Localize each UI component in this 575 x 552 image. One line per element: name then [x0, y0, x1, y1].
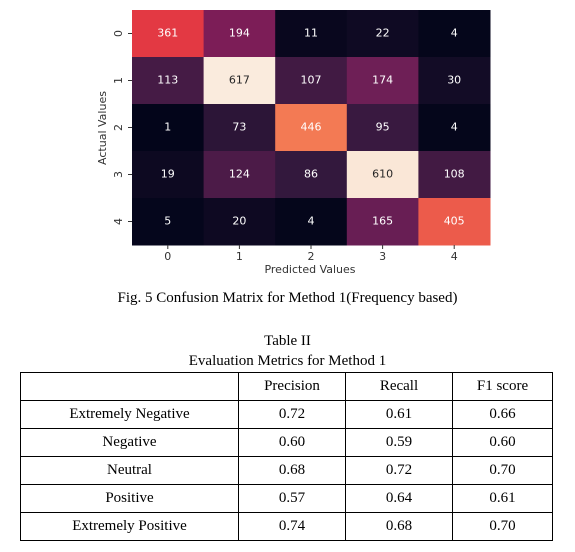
- table-title: Table II: [264, 333, 311, 349]
- cell-label: 30: [447, 74, 461, 87]
- cell-label: 610: [372, 168, 393, 181]
- row-label: Neutral: [20, 456, 239, 485]
- heatmap-cell: [132, 151, 205, 199]
- header-cell: Recall: [345, 372, 453, 401]
- table-subtitle: Evaluation Metrics for Method 1: [188, 353, 387, 369]
- heatmap-cell: [203, 104, 276, 152]
- metric-cell: 0.61: [452, 484, 553, 513]
- x-tick-label: 3: [379, 250, 386, 263]
- cell-label: 174: [372, 74, 393, 87]
- row-label: Extremely Negative: [20, 400, 239, 429]
- y-tick-label: 1: [112, 77, 125, 84]
- cell-label: 108: [444, 168, 465, 181]
- heatmap-cell: [346, 151, 419, 199]
- row-label: Positive: [20, 484, 239, 513]
- cell-label: 4: [451, 27, 458, 40]
- cell-label: 1: [164, 121, 171, 134]
- row-label: Negative: [20, 428, 239, 457]
- heatmap-cell: [346, 57, 419, 105]
- heatmap-cell: [418, 151, 491, 199]
- heatmap-cell: [275, 198, 348, 246]
- header-row: Precision Recall F1 score: [20, 372, 553, 401]
- heatmap-cell: [418, 10, 491, 58]
- cell-label: 95: [376, 121, 390, 134]
- heatmap-cell: [203, 10, 276, 58]
- metric-cell: 0.70: [452, 456, 553, 485]
- cell-label: 124: [229, 168, 250, 181]
- x-axis-label: Predicted Values: [264, 263, 355, 276]
- y-tick-label: 4: [112, 218, 125, 225]
- row-label: Extremely Positive: [20, 512, 239, 541]
- heatmap-cell: [275, 10, 348, 58]
- cell-label: 617: [229, 74, 250, 87]
- metric-cell: 0.60: [238, 428, 346, 457]
- heatmap-cell: [275, 104, 348, 152]
- heatmap-cell: [203, 57, 276, 105]
- heatmap-cell: [346, 10, 419, 58]
- heatmap-cell: [132, 198, 205, 246]
- metric-cell: 0.57: [238, 484, 346, 513]
- table-row: Negative 0.60 0.59 0.60: [20, 428, 553, 457]
- metric-cell: 0.68: [238, 456, 346, 485]
- corner-cell: [20, 372, 239, 401]
- heatmap-cell: [346, 104, 419, 152]
- cell-label: 4: [308, 215, 315, 228]
- cell-label: 361: [157, 27, 178, 40]
- y-tick-label: 2: [112, 124, 125, 131]
- metric-cell: 0.68: [345, 512, 453, 541]
- heatmap: Predicted Values Actual Values 361 194 11 2…: [96, 10, 491, 276]
- y-tick-label: 0: [112, 30, 125, 37]
- heatmap-cell: [275, 57, 348, 105]
- heatmap-cell: [132, 104, 205, 152]
- table-row: Extremely Positive 0.74 0.68 0.70: [20, 512, 553, 541]
- heatmap-cell: [418, 198, 491, 246]
- table-row: Neutral 0.68 0.72 0.70: [20, 456, 553, 485]
- cell-label: 11: [304, 27, 318, 40]
- cell-label: 107: [301, 74, 322, 87]
- x-tick-label: 0: [164, 250, 171, 263]
- metric-cell: 0.70: [452, 512, 553, 541]
- table-row: Positive 0.57 0.64 0.61: [20, 484, 553, 513]
- cell-label: 446: [301, 121, 322, 134]
- metric-cell: 0.72: [238, 400, 346, 429]
- metric-cell: 0.66: [452, 400, 553, 429]
- x-tick-label: 1: [236, 250, 243, 263]
- heatmap-cell: [132, 10, 205, 58]
- cell-label: 20: [232, 215, 246, 228]
- header-cell: F1 score: [452, 372, 553, 401]
- cell-label: 5: [164, 215, 171, 228]
- cell-label: 405: [444, 215, 465, 228]
- metric-cell: 0.64: [345, 484, 453, 513]
- cell-label: 19: [161, 168, 175, 181]
- cell-label: 194: [229, 27, 250, 40]
- heatmap-cell: [203, 151, 276, 199]
- metric-cell: 0.72: [345, 456, 453, 485]
- heatmap-cell: [418, 57, 491, 105]
- cell-label: 73: [232, 121, 246, 134]
- y-axis-label: Actual Values: [96, 91, 109, 165]
- cell-label: 4: [451, 121, 458, 134]
- y-tick-label: 3: [112, 171, 125, 178]
- metric-cell: 0.59: [345, 428, 453, 457]
- figure-caption: Fig. 5 Confusion Matrix for Method 1(Fre…: [117, 290, 458, 306]
- metric-cell: 0.61: [345, 400, 453, 429]
- x-tick-label: 2: [308, 250, 315, 263]
- heatmap-cell: [203, 198, 276, 246]
- heatmap-cell: [275, 151, 348, 199]
- cell-label: 22: [376, 27, 390, 40]
- cell-label: 113: [157, 74, 178, 87]
- header-cell: Precision: [238, 372, 346, 401]
- heatmap-cell: [418, 104, 491, 152]
- heatmap-cell: [132, 57, 205, 105]
- metrics-table: Precision Recall F1 score Extremely Negativ…: [20, 372, 553, 541]
- cell-label: 165: [372, 215, 393, 228]
- table-row: Extremely Negative 0.72 0.61 0.66: [20, 400, 553, 429]
- cell-label: 86: [304, 168, 318, 181]
- x-tick-label: 4: [451, 250, 458, 263]
- metric-cell: 0.74: [238, 512, 346, 541]
- metric-cell: 0.60: [452, 428, 553, 457]
- heatmap-cell: [346, 198, 419, 246]
